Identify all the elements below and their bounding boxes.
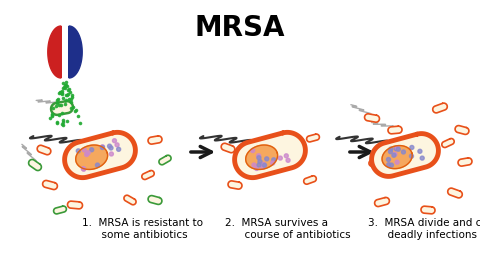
Polygon shape xyxy=(37,145,51,155)
Polygon shape xyxy=(51,101,73,115)
Polygon shape xyxy=(76,145,108,169)
Circle shape xyxy=(84,152,89,157)
Polygon shape xyxy=(65,132,135,178)
Circle shape xyxy=(263,163,266,167)
Text: 3.  MRSA divide and cause
      deadly infections: 3. MRSA divide and cause deadly infectio… xyxy=(368,218,480,240)
Circle shape xyxy=(257,156,261,160)
Polygon shape xyxy=(421,206,435,214)
Circle shape xyxy=(388,150,393,154)
Polygon shape xyxy=(69,26,82,78)
Circle shape xyxy=(387,163,391,167)
Circle shape xyxy=(115,143,119,147)
Polygon shape xyxy=(388,126,402,134)
Polygon shape xyxy=(374,197,389,207)
Circle shape xyxy=(393,152,397,156)
Polygon shape xyxy=(246,145,277,169)
Circle shape xyxy=(396,147,400,151)
Circle shape xyxy=(100,145,105,150)
Circle shape xyxy=(395,160,399,164)
Circle shape xyxy=(272,158,276,162)
Polygon shape xyxy=(148,136,162,144)
Circle shape xyxy=(257,163,261,167)
Circle shape xyxy=(257,154,261,158)
Polygon shape xyxy=(382,145,412,169)
Circle shape xyxy=(386,158,391,161)
Circle shape xyxy=(265,157,269,161)
Circle shape xyxy=(82,167,86,171)
Circle shape xyxy=(117,147,120,151)
Circle shape xyxy=(284,154,288,158)
Polygon shape xyxy=(455,126,469,134)
Polygon shape xyxy=(54,206,66,214)
Circle shape xyxy=(395,146,399,150)
Polygon shape xyxy=(307,134,319,142)
Circle shape xyxy=(258,160,262,163)
Polygon shape xyxy=(304,176,316,184)
Text: 2.  MRSA survives a
      course of antibiotics: 2. MRSA survives a course of antibiotics xyxy=(225,218,350,240)
Polygon shape xyxy=(142,171,154,179)
Circle shape xyxy=(108,144,111,148)
Circle shape xyxy=(278,156,282,160)
Polygon shape xyxy=(159,155,171,165)
Circle shape xyxy=(100,145,105,149)
Text: MRSA: MRSA xyxy=(195,14,285,42)
Circle shape xyxy=(286,158,290,162)
Polygon shape xyxy=(43,180,58,189)
Circle shape xyxy=(262,162,265,166)
Polygon shape xyxy=(221,143,235,153)
Circle shape xyxy=(409,154,413,158)
Polygon shape xyxy=(365,114,379,122)
Polygon shape xyxy=(124,195,136,205)
Polygon shape xyxy=(228,181,242,189)
Polygon shape xyxy=(458,158,472,166)
Circle shape xyxy=(81,167,85,171)
Circle shape xyxy=(112,139,117,143)
Polygon shape xyxy=(148,196,162,204)
Circle shape xyxy=(251,149,255,152)
Polygon shape xyxy=(48,26,61,78)
Polygon shape xyxy=(372,134,438,176)
Circle shape xyxy=(109,152,113,156)
Polygon shape xyxy=(68,201,83,209)
Polygon shape xyxy=(29,160,41,170)
Circle shape xyxy=(252,163,256,167)
Circle shape xyxy=(401,150,406,154)
Circle shape xyxy=(394,147,398,151)
Circle shape xyxy=(418,149,422,153)
Polygon shape xyxy=(235,132,305,178)
Circle shape xyxy=(109,146,113,150)
Polygon shape xyxy=(433,103,447,113)
Circle shape xyxy=(271,161,275,165)
Text: 1.  MRSA is resistant to
      some antibiotics: 1. MRSA is resistant to some antibiotics xyxy=(82,218,203,240)
Polygon shape xyxy=(448,188,462,198)
Circle shape xyxy=(90,148,94,152)
Circle shape xyxy=(420,156,424,160)
Polygon shape xyxy=(369,160,381,170)
Circle shape xyxy=(254,167,259,170)
Circle shape xyxy=(82,148,86,152)
Circle shape xyxy=(389,163,394,167)
Polygon shape xyxy=(442,139,454,148)
Circle shape xyxy=(392,153,396,157)
Circle shape xyxy=(389,147,393,151)
Circle shape xyxy=(261,165,264,169)
Circle shape xyxy=(410,145,414,150)
Circle shape xyxy=(76,149,80,153)
Circle shape xyxy=(96,163,99,167)
Circle shape xyxy=(86,151,90,155)
